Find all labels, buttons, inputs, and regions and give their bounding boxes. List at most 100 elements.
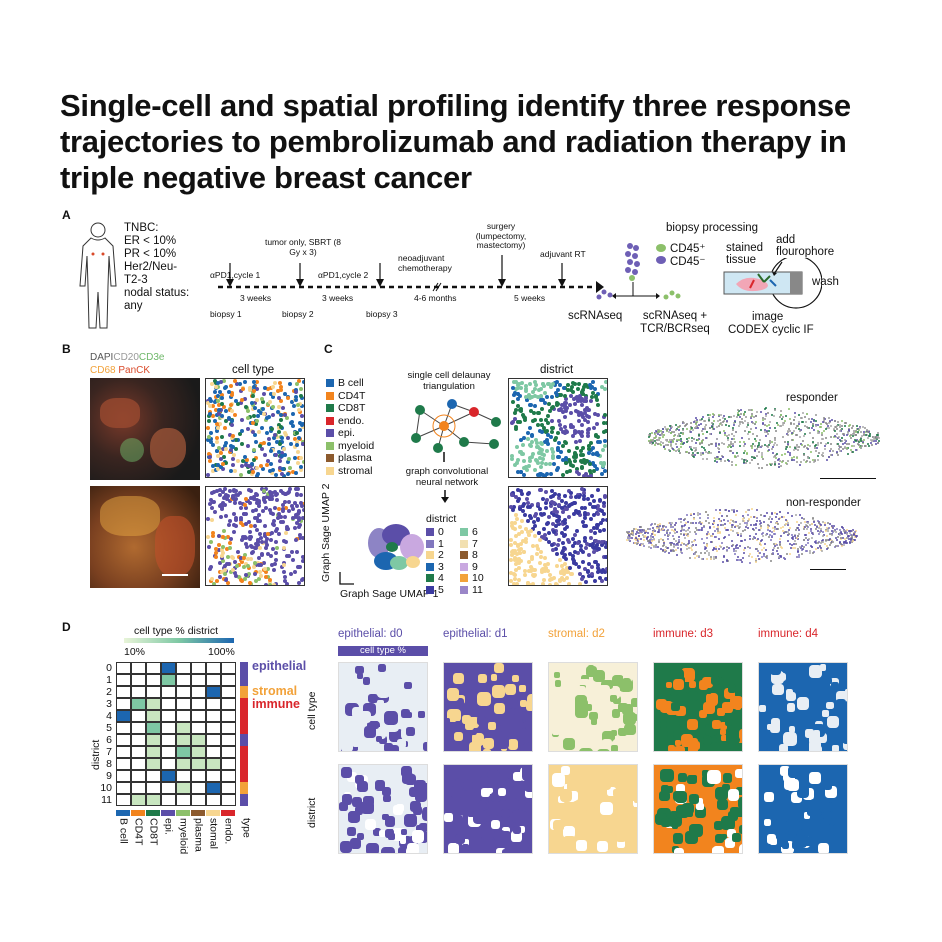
cell-point [537, 450, 542, 455]
tile-cell [444, 717, 451, 725]
tile-cell [390, 678, 402, 690]
slide-cell [767, 446, 770, 449]
slide-cell [751, 446, 754, 449]
cell-point [540, 381, 545, 386]
tile-cell [573, 800, 587, 814]
tile-cell [596, 748, 611, 751]
slide-cell [741, 519, 744, 522]
slide-cell [747, 432, 750, 435]
slide-cell [755, 560, 758, 563]
cell-point [565, 525, 570, 530]
tile-cell [788, 765, 801, 779]
slide-cell [799, 547, 802, 550]
slide-cell [658, 539, 661, 542]
slide-cell [685, 530, 688, 533]
legend-myeloid: myeloid [326, 440, 386, 453]
tile-cell [511, 831, 522, 842]
cell-point [573, 455, 578, 460]
tile-cell [447, 708, 461, 723]
cell-point [520, 443, 525, 448]
slide-cell [778, 543, 781, 546]
tile-cell [735, 768, 742, 779]
cell-point [208, 430, 213, 435]
tile-cell [720, 734, 727, 741]
cell-point [220, 490, 225, 495]
cell-point [249, 488, 254, 493]
slide-cell [788, 532, 791, 535]
slide-cell [808, 523, 811, 526]
slide-cell [833, 419, 836, 422]
cell-point [257, 498, 262, 503]
slide-cell [679, 549, 682, 552]
slide-cell [749, 561, 752, 564]
slide-cell [792, 448, 795, 451]
slide-cell [793, 539, 796, 542]
cell-point [221, 528, 226, 533]
tile-cell [581, 770, 595, 783]
cell-point [590, 394, 594, 399]
tile-cell [505, 683, 517, 695]
cell-point [537, 488, 542, 493]
cell-point [216, 385, 221, 390]
slide-cell [738, 445, 741, 448]
cell-point [258, 443, 263, 448]
cell-point [539, 461, 544, 465]
cell-point [254, 501, 259, 506]
slide-cell [682, 525, 685, 528]
slide-cell [638, 543, 641, 546]
slide-cell [852, 450, 855, 453]
cell-point [210, 414, 215, 419]
tile-cell [490, 792, 501, 802]
cell-point [562, 534, 567, 539]
cell-point [595, 526, 600, 531]
slide-cell [795, 536, 798, 539]
cell-point [247, 470, 251, 475]
cell-point [261, 488, 266, 493]
col-tick-label: CD8T [147, 818, 160, 846]
cell-point [590, 494, 595, 499]
cell-point [513, 512, 518, 517]
cell-point [239, 538, 244, 543]
cell-point [239, 401, 244, 406]
cell-point [254, 569, 259, 574]
slide-cell [655, 436, 658, 439]
cell-point [542, 428, 547, 433]
slide-cell [742, 461, 745, 464]
cell-point [252, 405, 257, 410]
cell-point [576, 471, 581, 476]
slide-cell [706, 550, 709, 553]
tile-cell [688, 691, 698, 701]
slide-cell [695, 426, 697, 429]
slide-cell [650, 532, 653, 535]
tile-cell [554, 788, 564, 799]
tile-cell [597, 685, 610, 698]
cell-point [267, 508, 272, 513]
cell-point [521, 412, 526, 417]
heatmap-cell [161, 782, 176, 794]
tile-cell [496, 736, 509, 750]
slide-cell [716, 526, 719, 529]
cell-point [561, 567, 566, 572]
slide-cell [693, 421, 696, 424]
slide-cell [733, 421, 736, 424]
slide-cell [688, 451, 691, 454]
cell-point [532, 467, 537, 472]
slide-cell [776, 544, 779, 547]
slide-cell [841, 448, 844, 451]
slide-cell [773, 545, 776, 548]
cell-point [518, 469, 523, 474]
interval-2: 3 weeks [322, 293, 354, 303]
cell-point [577, 395, 582, 400]
panel-c-label: C [324, 342, 333, 356]
slide-cell [690, 440, 693, 443]
cell-point [219, 548, 224, 553]
cell-point [277, 441, 282, 446]
slide-cell [788, 452, 791, 455]
slide-cell [715, 441, 718, 444]
cell-point [242, 555, 247, 560]
slide-cell [693, 556, 696, 559]
cell-point [517, 532, 522, 537]
slide-cell [703, 427, 706, 430]
slide-cell [745, 522, 748, 525]
slide-cell [722, 415, 725, 418]
